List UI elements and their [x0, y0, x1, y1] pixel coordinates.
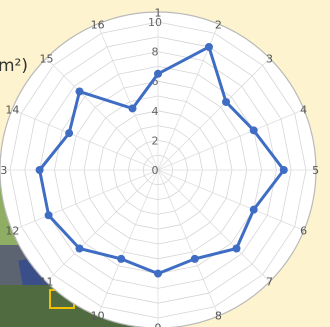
grid-spoke: [44, 169, 159, 284]
grid-spoke: [44, 56, 159, 171]
data-point: [232, 244, 241, 253]
grid-spoke: [10, 169, 159, 232]
data-point: [128, 104, 137, 113]
grid-spoke: [157, 108, 306, 171]
data-point: [44, 211, 53, 220]
category-label: 11: [40, 275, 54, 288]
category-label: 8: [215, 310, 222, 323]
partial-unit-caption: m²): [0, 56, 29, 76]
data-point: [249, 205, 258, 214]
category-label: 16: [91, 18, 105, 31]
data-point: [279, 166, 288, 174]
axis-tick-label: 6: [152, 75, 159, 88]
category-label: 9: [155, 322, 162, 327]
axis-tick-label: 8: [152, 46, 159, 59]
data-point: [154, 69, 162, 78]
category-label: 14: [5, 104, 19, 117]
data-point: [75, 87, 84, 96]
category-label: 13: [0, 164, 7, 177]
data-point: [249, 126, 258, 135]
category-label: 12: [5, 224, 19, 237]
data-point: [154, 269, 162, 278]
category-label: 3: [266, 53, 273, 66]
axis-tick-label: 10: [148, 16, 162, 29]
data-point: [75, 244, 84, 253]
category-label: 1: [155, 6, 162, 19]
data-point: [35, 166, 44, 174]
category-label: 15: [40, 53, 54, 66]
axis-tick-label: 0: [152, 164, 159, 177]
grid-spoke: [157, 56, 272, 171]
grid-spoke: [96, 22, 159, 171]
grid-spoke: [96, 169, 159, 318]
axis-tick-label: 4: [152, 105, 159, 118]
data-point: [65, 129, 74, 138]
category-label: 6: [300, 224, 307, 237]
data-point: [204, 42, 213, 51]
data-point: [222, 97, 231, 106]
category-label: 4: [300, 104, 307, 117]
data-point: [117, 254, 126, 263]
data-point: [190, 254, 199, 263]
axis-tick-label: 2: [152, 134, 159, 147]
category-label: 2: [215, 18, 222, 31]
grid-spoke: [157, 169, 272, 284]
grid-spoke: [10, 108, 159, 171]
category-label: 5: [312, 164, 319, 177]
grid-spoke: [157, 169, 306, 232]
category-label: 10: [91, 310, 105, 323]
category-label: 7: [266, 275, 273, 288]
grid-spoke: [157, 169, 220, 318]
